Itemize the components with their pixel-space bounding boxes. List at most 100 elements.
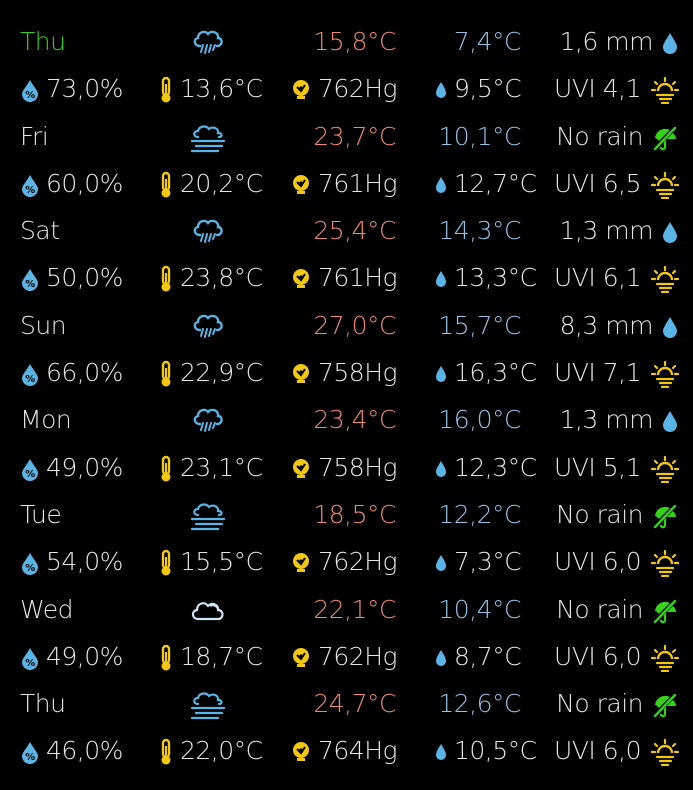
precipitation-value: No rain bbox=[556, 594, 643, 624]
humidity-icon: % bbox=[20, 362, 40, 387]
forecast-detail-row: % 73,0% 13,6°C 762Hg 9,5°C UVI 4,1 bbox=[0, 65, 693, 112]
precipitation-value: 1,3 mm bbox=[559, 216, 654, 246]
rain-cloud-icon bbox=[191, 217, 225, 247]
humidity: % 49,0% bbox=[20, 444, 123, 491]
svg-text:%: % bbox=[25, 279, 35, 290]
condition bbox=[188, 18, 228, 65]
barometer-icon bbox=[290, 457, 312, 481]
no-umbrella-icon bbox=[651, 691, 679, 719]
high-temp: 25,4°C bbox=[313, 216, 396, 246]
uv-index-value: UVI 6,0 bbox=[554, 547, 641, 577]
humidity-value: 49,0% bbox=[46, 641, 123, 671]
fog-cloud-icon bbox=[188, 123, 228, 153]
thermometer-icon bbox=[158, 76, 174, 104]
uv-sun-icon bbox=[651, 171, 679, 199]
low-temp: 10,1°C bbox=[438, 121, 521, 151]
rain-cloud-icon bbox=[191, 406, 225, 436]
dew-point: 16,3°C bbox=[434, 349, 537, 396]
pressure: 762Hg bbox=[290, 633, 398, 680]
dewpoint-icon bbox=[434, 648, 448, 668]
precipitation-value: 8,3 mm bbox=[559, 310, 654, 340]
condition bbox=[188, 680, 228, 727]
raindrop-icon bbox=[661, 220, 679, 244]
forecast-detail-row: % 66,0% 22,9°C 758Hg 16,3°C UVI 7,1 bbox=[0, 349, 693, 396]
dew-point-value: 16,3°C bbox=[454, 358, 537, 388]
uv-index: UVI 6,0 bbox=[554, 633, 679, 680]
feels-like-value: 22,9°C bbox=[180, 358, 263, 388]
low-temp: 16,0°C bbox=[438, 405, 521, 435]
humidity: % 66,0% bbox=[20, 349, 123, 396]
dew-point: 12,7°C bbox=[434, 160, 537, 207]
pressure: 761Hg bbox=[290, 160, 398, 207]
feels-like: 18,7°C bbox=[158, 633, 263, 680]
feels-like: 23,1°C bbox=[158, 444, 263, 491]
condition bbox=[188, 113, 228, 160]
pressure: 758Hg bbox=[290, 349, 398, 396]
humidity-value: 73,0% bbox=[46, 74, 123, 104]
barometer-icon bbox=[290, 78, 312, 102]
feels-like: 22,0°C bbox=[158, 727, 263, 774]
precipitation: 8,3 mm bbox=[560, 302, 679, 349]
humidity: % 54,0% bbox=[20, 538, 123, 585]
uv-index: UVI 6,0 bbox=[554, 727, 679, 774]
low-temp: 14,3°C bbox=[438, 216, 521, 246]
uv-index-value: UVI 6,1 bbox=[554, 263, 641, 293]
precipitation: No rain bbox=[556, 680, 679, 727]
forecast-detail-row: % 54,0% 15,5°C 762Hg 7,3°C UVI 6,0 bbox=[0, 538, 693, 585]
svg-text:%: % bbox=[25, 658, 35, 669]
uv-sun-icon bbox=[651, 549, 679, 578]
feels-like: 13,6°C bbox=[158, 65, 263, 112]
forecast-day-row: Sun 27,0°C 15,7°C 8,3 mm bbox=[0, 302, 693, 349]
dewpoint-icon bbox=[434, 175, 448, 195]
dewpoint-icon bbox=[434, 80, 448, 100]
dew-point-value: 12,3°C bbox=[454, 452, 537, 482]
uv-sun-icon bbox=[651, 644, 679, 672]
dew-point-value: 9,5°C bbox=[454, 74, 522, 104]
svg-text:%: % bbox=[25, 185, 35, 196]
thermometer-icon bbox=[158, 171, 174, 199]
raindrop-icon bbox=[661, 315, 679, 339]
dewpoint-icon bbox=[434, 269, 448, 289]
dew-point-value: 13,3°C bbox=[454, 263, 537, 293]
humidity-icon: % bbox=[20, 551, 40, 576]
pressure-value: 764Hg bbox=[318, 736, 398, 766]
barometer-icon bbox=[290, 267, 312, 291]
thermometer-icon bbox=[158, 455, 174, 483]
svg-text:%: % bbox=[25, 374, 35, 385]
uv-index: UVI 6,5 bbox=[554, 160, 679, 207]
uv-index-value: UVI 6,5 bbox=[554, 168, 641, 198]
pressure-value: 761Hg bbox=[318, 263, 398, 293]
raindrop-icon bbox=[661, 409, 679, 433]
humidity: % 73,0% bbox=[20, 65, 123, 112]
dewpoint-icon bbox=[434, 742, 448, 762]
feels-like-value: 13,6°C bbox=[180, 74, 263, 104]
thermometer-icon bbox=[158, 549, 174, 577]
high-temp: 23,4°C bbox=[313, 405, 396, 435]
feels-like-value: 20,2°C bbox=[180, 168, 263, 198]
dew-point: 13,3°C bbox=[434, 254, 537, 301]
dew-point-value: 10,5°C bbox=[454, 736, 537, 766]
humidity-icon: % bbox=[20, 267, 40, 292]
feels-like: 15,5°C bbox=[158, 538, 263, 585]
humidity-value: 66,0% bbox=[46, 358, 123, 388]
low-temp: 12,2°C bbox=[438, 499, 521, 529]
feels-like-value: 23,8°C bbox=[180, 263, 263, 293]
condition bbox=[188, 586, 228, 633]
rain-cloud-icon bbox=[191, 28, 225, 58]
humidity: % 60,0% bbox=[20, 160, 123, 207]
svg-text:%: % bbox=[25, 752, 35, 763]
humidity-value: 60,0% bbox=[46, 168, 123, 198]
condition bbox=[188, 302, 228, 349]
feels-like: 20,2°C bbox=[158, 160, 263, 207]
svg-text:%: % bbox=[25, 90, 35, 101]
thermometer-icon bbox=[158, 265, 174, 293]
precipitation-value: No rain bbox=[556, 499, 643, 529]
dew-point: 8,7°C bbox=[434, 633, 522, 680]
forecast-detail-row: % 60,0% 20,2°C 761Hg 12,7°C UVI 6,5 bbox=[0, 160, 693, 207]
feels-like-value: 15,5°C bbox=[180, 547, 263, 577]
barometer-icon bbox=[290, 646, 312, 670]
uv-sun-icon bbox=[651, 265, 679, 294]
pressure: 764Hg bbox=[290, 727, 398, 774]
high-temp: 22,1°C bbox=[313, 594, 396, 624]
barometer-icon bbox=[290, 362, 312, 386]
